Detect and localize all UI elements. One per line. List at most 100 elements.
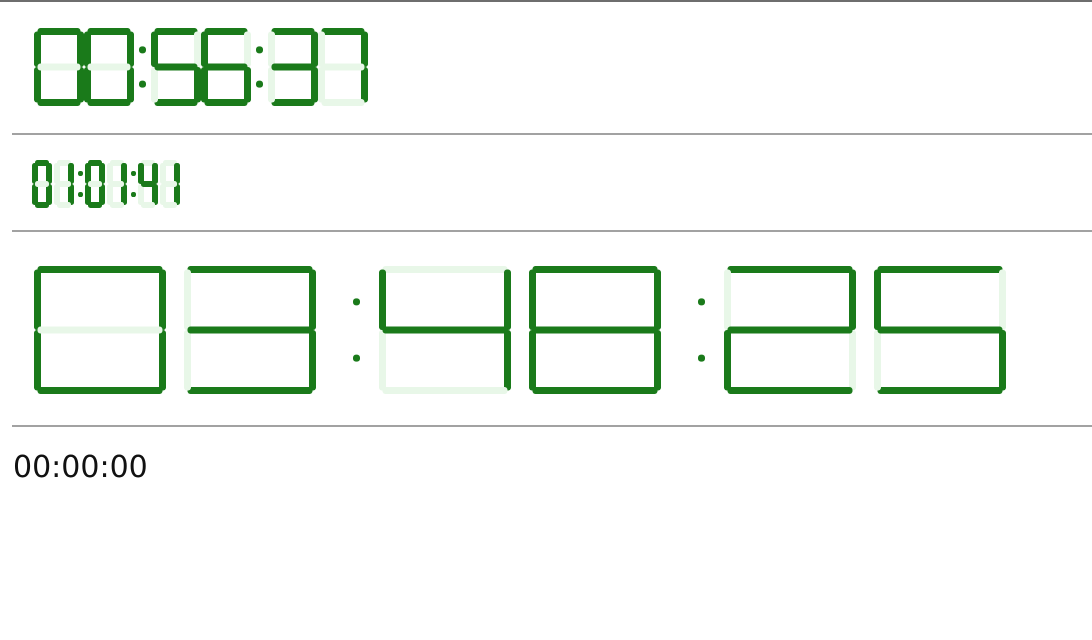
clock-2-digit-1-segment-e — [32, 184, 38, 205]
clock-3-digit-4-segment-g — [532, 326, 658, 334]
clock-3-digit-3-segment-f — [379, 269, 386, 330]
clock-3-digit-4 — [529, 266, 661, 394]
clock-3-digit-4-segment-f — [529, 269, 536, 330]
clock-1-digit-4-segment-c — [244, 67, 251, 103]
clock-1-digit-2-segment-g — [87, 63, 131, 71]
clock-1-digit-1 — [34, 28, 84, 106]
clock-3-digit-1-segment-a — [37, 266, 163, 273]
clock-1-digit-6-segment-e — [318, 67, 325, 103]
clock-2-digit-5-segment-a — [141, 160, 155, 166]
clock-1-digit-2 — [84, 28, 134, 106]
clock-1-digit-6-segment-a — [321, 28, 365, 35]
segment-clock-2: 01:01:41 — [32, 160, 197, 209]
clock-1-digit-4-segment-d — [204, 99, 248, 106]
clock-1-digit-3-segment-g — [154, 63, 198, 71]
clock-1-digit-2-segment-e — [84, 67, 91, 103]
clock-2-digit-6-segment-f — [160, 163, 166, 184]
clock-1-digit-6-segment-f — [318, 31, 325, 67]
clock-2-digit-3-segment-g — [88, 181, 102, 187]
clock-1-digit-4-segment-a — [204, 28, 248, 35]
clock-1-digit-3-segment-b — [194, 31, 201, 67]
clock-3-digit-2 — [184, 266, 316, 394]
clock-3-digit-4-segment-d — [532, 387, 658, 394]
clock-2-digit-1-segment-a — [35, 160, 49, 166]
clock-2-digit-4-segment-c — [121, 184, 127, 205]
clock-3-digit-4-segment-e — [529, 330, 536, 391]
clock-2-digit-6-segment-b — [174, 163, 180, 184]
clock-3-digit-2-segment-d — [187, 387, 313, 394]
clock-3-display — [34, 266, 1006, 394]
clock-3-digit-5-segment-g — [727, 326, 853, 334]
clock-3-digit-3-segment-b — [504, 269, 511, 330]
clock-1-digit-6-segment-b — [361, 31, 368, 67]
clock-3-digit-6 — [874, 266, 1006, 394]
clock-3-colon-1-dot-top — [353, 298, 360, 306]
window-top-border — [0, 0, 1092, 2]
clock-1-digit-1-segment-g — [37, 63, 81, 71]
clock-2-colon-1-dot-bottom — [78, 192, 83, 198]
divider-3 — [12, 425, 1092, 427]
clock-3-digit-2-segment-g — [187, 326, 313, 334]
clock-3-digit-3-segment-g — [382, 326, 508, 334]
clock-1-digit-4 — [201, 28, 251, 106]
clock-3-digit-2-segment-f — [184, 269, 191, 330]
clock-1-digit-5-segment-g — [271, 63, 315, 71]
clock-1-colon-1-dot-bottom — [139, 80, 146, 88]
clock-2-digit-5 — [138, 160, 158, 208]
clock-1-digit-1-segment-b — [77, 31, 84, 67]
clock-2-digit-6-segment-c — [174, 184, 180, 205]
clock-3-digit-6-segment-c — [999, 330, 1006, 391]
clock-2-digit-2-segment-c — [68, 184, 74, 205]
clock-1-digit-5 — [268, 28, 318, 106]
clock-2-digit-4-segment-f — [107, 163, 113, 184]
clock-1-digit-2-segment-b — [127, 31, 134, 67]
clock-1-digit-2-segment-c — [127, 67, 134, 103]
clock-2-colon-2-dot-top — [131, 170, 136, 176]
clock-1-digit-4-segment-g — [204, 63, 248, 71]
clock-3-digit-2-segment-e — [184, 330, 191, 391]
clock-3-digit-3-segment-e — [379, 330, 386, 391]
clock-1-digit-3-segment-f — [151, 31, 158, 67]
clock-2-digit-3-segment-f — [85, 163, 91, 184]
clock-1-digit-5-segment-a — [271, 28, 315, 35]
clock-3-digit-2-segment-a — [187, 266, 313, 273]
clock-3-digit-5-segment-d — [727, 387, 853, 394]
clock-2-digit-2-segment-f — [54, 163, 60, 184]
clock-1-digit-4-segment-b — [244, 31, 251, 67]
clock-2-digit-1-segment-g — [35, 181, 49, 187]
clock-3-digit-5 — [724, 266, 856, 394]
segment-clock-1: 00:56:37 — [34, 28, 394, 108]
clock-3-digit-6-segment-a — [877, 266, 1003, 273]
clock-1-display — [34, 28, 368, 106]
clock-1-digit-5-segment-e — [268, 67, 275, 103]
clock-3-digit-1-segment-b — [159, 269, 166, 330]
clock-2-digit-5-segment-g — [141, 181, 155, 187]
clock-1-digit-6 — [318, 28, 368, 106]
clock-1-digit-1-segment-c — [77, 67, 84, 103]
clock-2-digit-4-segment-d — [110, 202, 124, 208]
clock-2-digit-2 — [54, 160, 74, 208]
clock-1-colon-2-dot-bottom — [256, 80, 263, 88]
clock-2-digit-6-segment-d — [163, 202, 177, 208]
clock-2-digit-1 — [32, 160, 52, 208]
clock-3-colon-1-dot-bottom — [353, 354, 360, 362]
clock-3-digit-1-segment-d — [37, 387, 163, 394]
clock-3-digit-5-segment-c — [849, 330, 856, 391]
clock-1-digit-3-segment-a — [154, 28, 198, 35]
clock-3-digit-5-segment-f — [724, 269, 731, 330]
clock-3-digit-1-segment-e — [34, 330, 41, 391]
clock-2-display — [32, 160, 180, 208]
clock-1-digit-5-segment-c — [311, 67, 318, 103]
clock-2-digit-4-segment-b — [121, 163, 127, 184]
clock-1-colon-1-dot-top — [139, 46, 146, 54]
clock-2-digit-5-segment-b — [152, 163, 158, 184]
clock-3-digit-1 — [34, 266, 166, 394]
clock-3-digit-1-segment-g — [37, 326, 163, 334]
clock-1-digit-3-segment-c — [194, 67, 201, 103]
clock-2-colon-1-dot-top — [78, 170, 83, 176]
clock-3-digit-5-segment-b — [849, 269, 856, 330]
divider-2 — [12, 230, 1092, 232]
clock-3-digit-4-segment-c — [654, 330, 661, 391]
clock-3-digit-3-segment-a — [382, 266, 508, 273]
clock-2-digit-6-segment-a — [163, 160, 177, 166]
